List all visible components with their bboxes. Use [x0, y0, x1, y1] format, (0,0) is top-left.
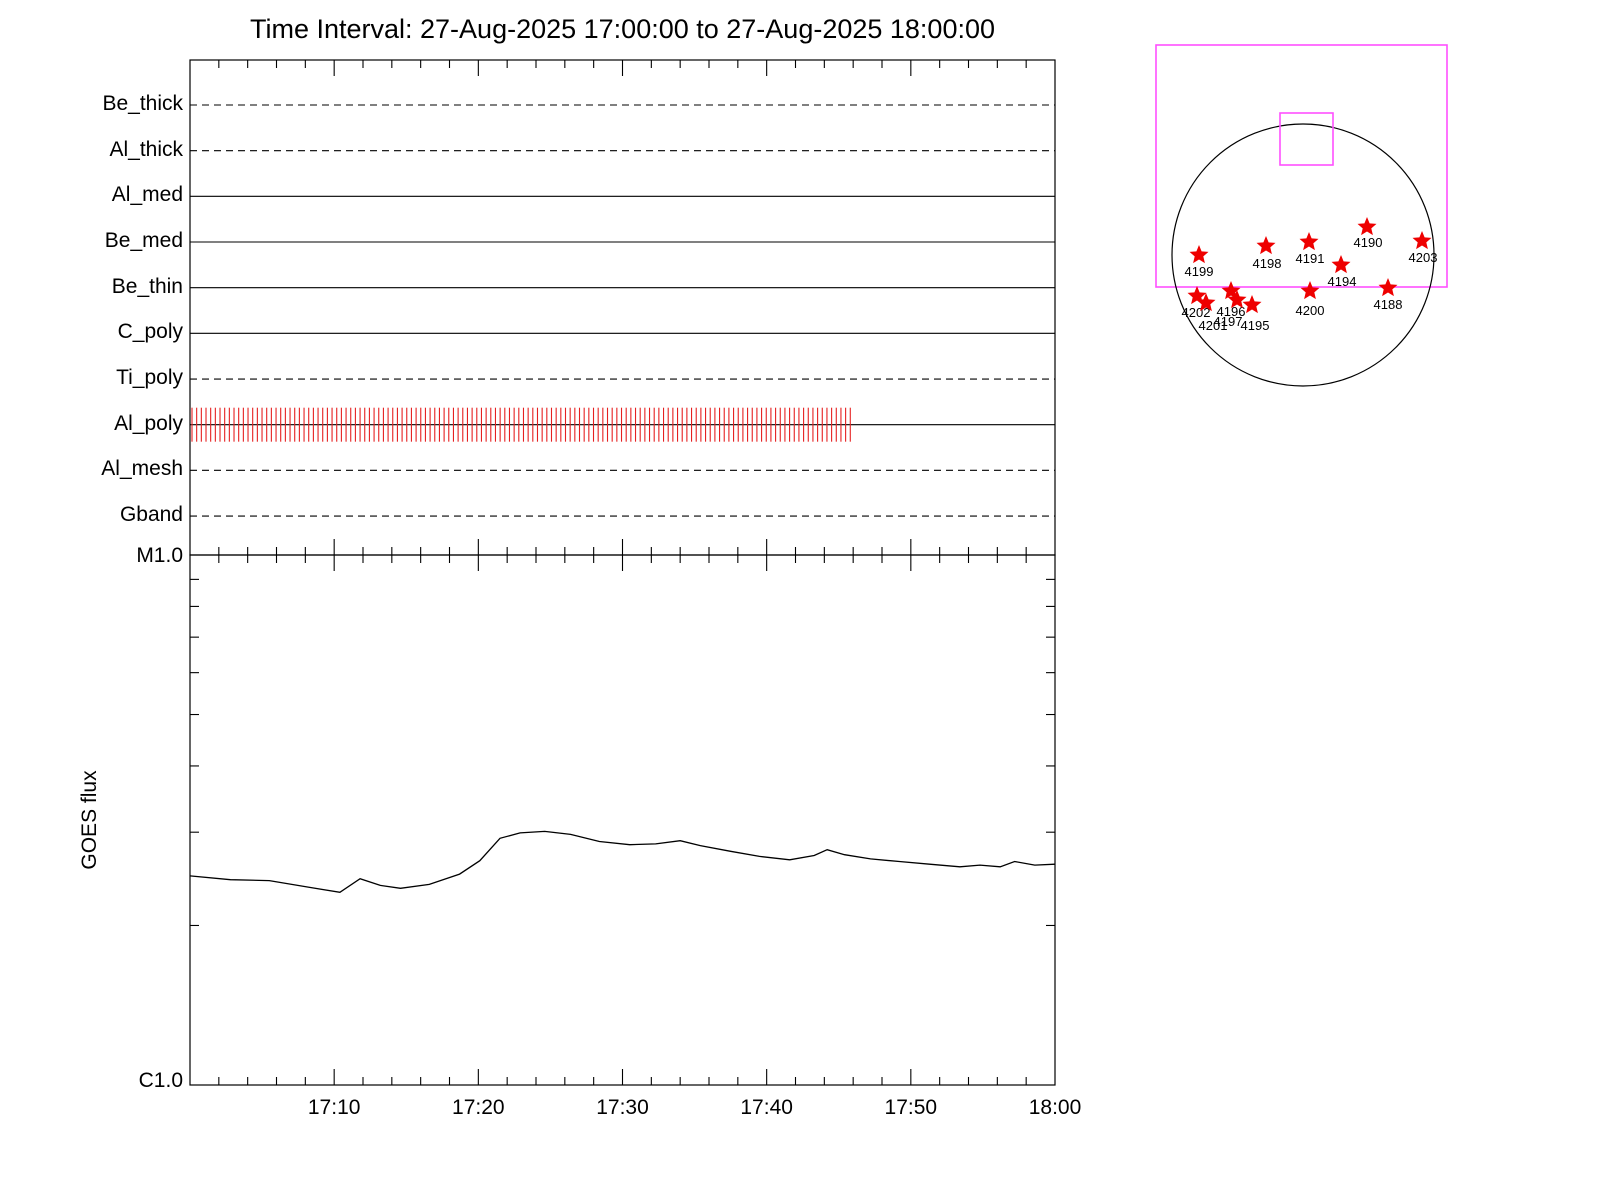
active-region-label-4200: 4200 — [1296, 303, 1325, 318]
active-region-label-4188: 4188 — [1374, 297, 1403, 312]
goes-y-min-label: C1.0 — [138, 1069, 183, 1092]
active-region-star-4195 — [1242, 295, 1262, 314]
active-region-label-4197: 4197 — [1214, 314, 1243, 329]
xrt-fov-rect — [1155, 44, 1448, 288]
active-region-label-4196: 4196 — [1217, 304, 1246, 319]
active-region-label-4195: 4195 — [1241, 318, 1270, 333]
active-region-label-4199: 4199 — [1185, 264, 1214, 279]
plot-title: Time Interval: 27-Aug-2025 17:00:00 to 2… — [249, 14, 995, 44]
filter-panel-border — [189, 59, 1056, 556]
solar-limb-circle — [1171, 123, 1435, 387]
active-region-star-4194 — [1331, 255, 1351, 274]
active-region-star-4201 — [1196, 293, 1216, 312]
active-region-label-4191: 4191 — [1296, 251, 1325, 266]
pointing-target-box — [1279, 112, 1334, 166]
active-region-star-4190 — [1357, 217, 1377, 236]
goes-y-max-label: M1.0 — [136, 544, 183, 567]
active-region-label-4203: 4203 — [1409, 250, 1438, 265]
active-region-label-4198: 4198 — [1253, 256, 1282, 271]
active-region-star-4199 — [1189, 245, 1209, 264]
goes-panel-border — [189, 554, 1056, 1086]
active-region-star-4197 — [1227, 290, 1247, 309]
active-region-star-4191 — [1299, 232, 1319, 251]
active-region-label-4194: 4194 — [1328, 274, 1357, 289]
goes-flux-line — [189, 830, 1056, 893]
active-region-star-4203 — [1412, 231, 1432, 250]
active-region-label-4201: 4201 — [1199, 318, 1228, 333]
active-region-star-4188 — [1378, 278, 1398, 297]
active-region-star-4198 — [1256, 236, 1276, 255]
active-region-star-4200 — [1300, 281, 1320, 300]
active-region-label-4190: 4190 — [1354, 235, 1383, 250]
goes-axis-title: GOES flux — [78, 770, 101, 870]
